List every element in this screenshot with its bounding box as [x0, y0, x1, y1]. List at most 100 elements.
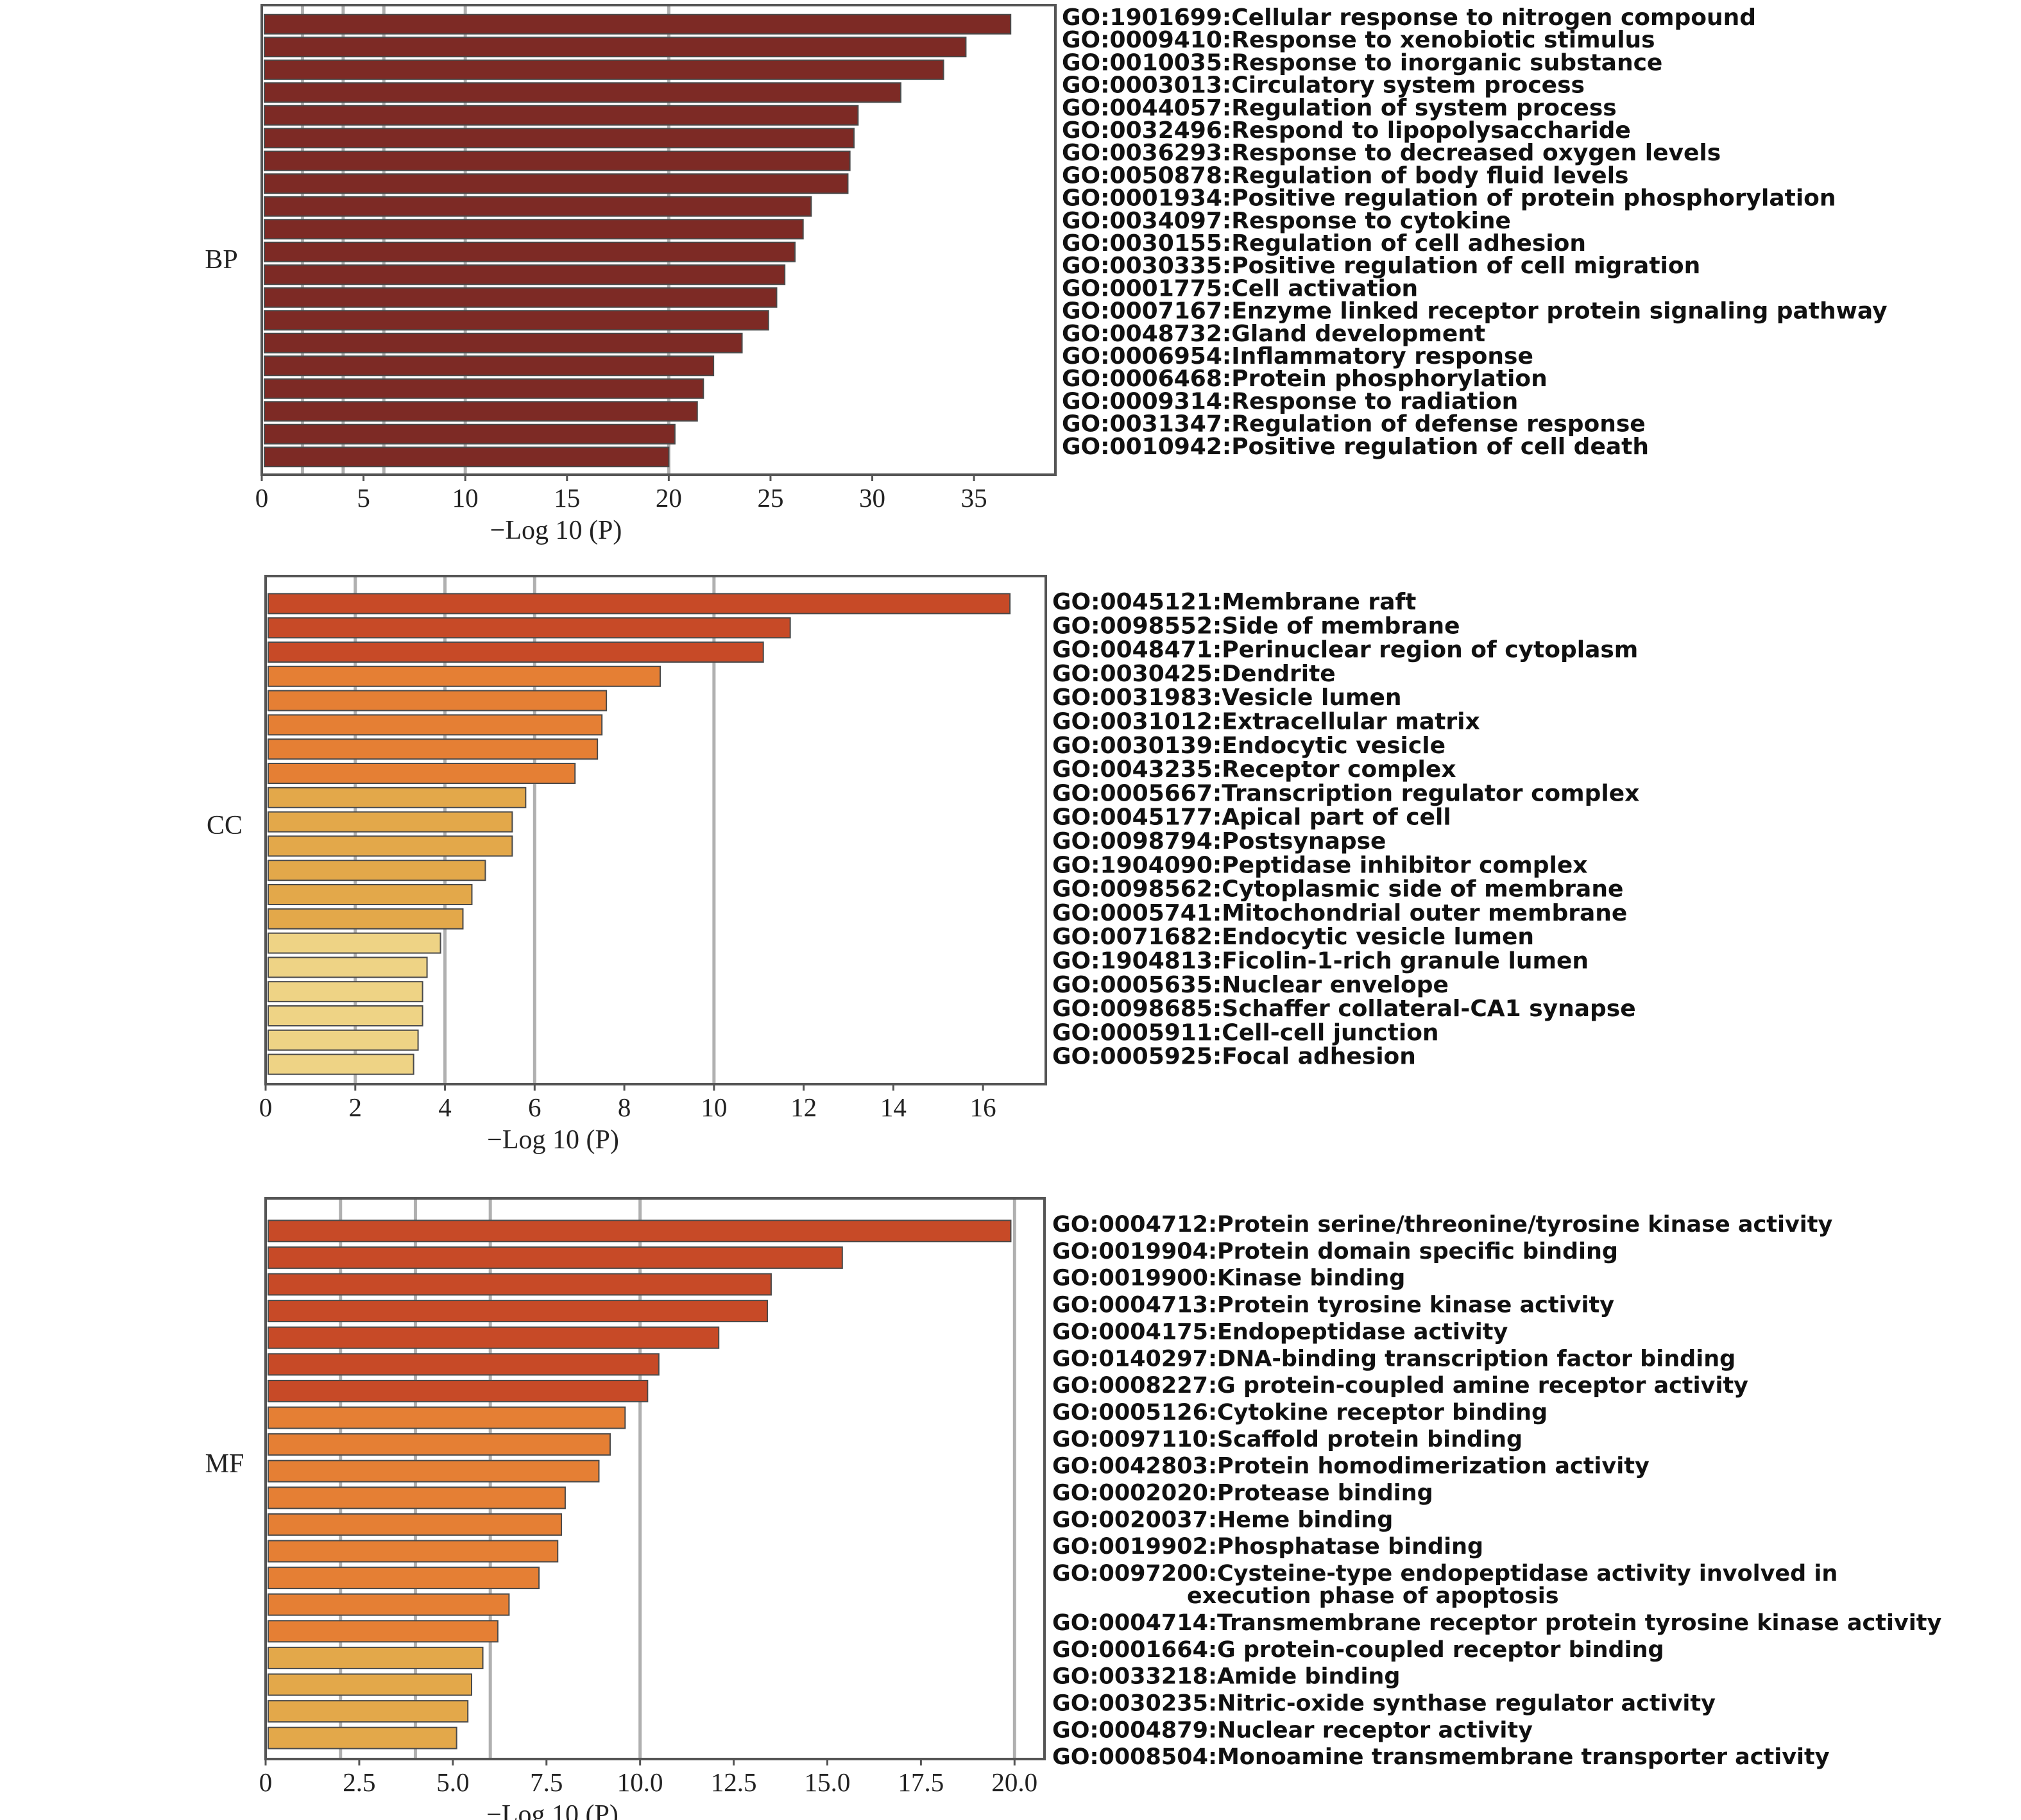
category-label: GO:0004712:Protein serine/threonine/tyro…	[1052, 1212, 1833, 1237]
category-label: GO:0002020:Protease binding	[1052, 1481, 1433, 1506]
bar-mf-7	[268, 1406, 626, 1429]
category-label: GO:0001775:Cell activation	[1062, 275, 1418, 302]
category-label: GO:0019904:Protein domain specific bindi…	[1052, 1239, 1618, 1264]
x-tick-label: 30	[859, 483, 885, 513]
category-label: GO:0031983:Vesicle lumen	[1052, 685, 1402, 711]
bar-mf-6	[268, 1379, 649, 1402]
x-tick-label: 2.5	[343, 1767, 375, 1797]
category-label: GO:0010035:Response to inorganic substan…	[1062, 49, 1662, 76]
bar-cc-15	[268, 957, 428, 978]
x-tick-label: 12.5	[711, 1767, 757, 1797]
bar-mf-10	[268, 1486, 566, 1510]
category-label: GO:0005925:Focal adhesion	[1052, 1044, 1416, 1070]
category-label: GO:0098794:Postsynapse	[1052, 828, 1386, 855]
bar-mf-16	[268, 1646, 484, 1669]
bar-cc-2	[268, 642, 764, 663]
panel-label: BP	[205, 245, 237, 275]
category-label: GO:0009410:Response to xenobiotic stimul…	[1062, 27, 1655, 53]
bar-bp-8	[264, 196, 812, 217]
category-label: GO:0030425:Dendrite	[1052, 661, 1336, 687]
bar-cc-8	[268, 787, 527, 808]
category-label: GO:1904090:Peptidase inhibitor complex	[1052, 852, 1587, 878]
bar-mf-12	[268, 1540, 559, 1563]
category-labels: GO:0004712:Protein serine/threonine/tyro…	[1052, 1212, 1941, 1770]
category-label: GO:0032496:Respond to lipopolysaccharide	[1062, 117, 1631, 144]
panel-mf: 0 2.5 5.0 7.5 10.0 12.5 15.0 17.5 20.0 −Log 10 (P…	[205, 1197, 1941, 1820]
category-label: GO:0019900:Kinase binding	[1052, 1266, 1405, 1291]
category-label: GO:0031347:Regulation of defense respons…	[1062, 411, 1646, 438]
bar-cc-6	[268, 738, 599, 760]
bar-mf-0	[268, 1220, 1012, 1243]
category-label: GO:0005911:Cell-cell junction	[1052, 1019, 1439, 1046]
bar-bp-19	[264, 446, 670, 468]
category-label: GO:0004175:Endopeptidase activity	[1052, 1319, 1508, 1345]
bar-cc-5	[268, 714, 603, 736]
plot-frame	[260, 4, 1057, 476]
category-label: GO:0098562:Cytoplasmic side of membrane	[1052, 876, 1623, 903]
category-label: GO:0030235:Nitric-oxide synthase regulat…	[1052, 1690, 1716, 1716]
panel-label: MF	[205, 1449, 244, 1479]
bar-bp-16	[264, 378, 704, 399]
x-tick-label: 10.0	[617, 1767, 663, 1797]
x-tick-label: 5	[357, 483, 370, 513]
category-label: GO:0045177:Apical part of cell	[1052, 804, 1451, 831]
category-label: GO:0098685:Schaffer collateral-CA1 synap…	[1052, 996, 1636, 1022]
bar-mf-11	[268, 1513, 563, 1536]
category-label: GO:1901699:Cellular response to nitrogen…	[1062, 4, 1756, 31]
x-tick-label: 5.0	[436, 1767, 469, 1797]
bar-mf-1	[268, 1246, 843, 1269]
category-label: GO:0006954:Inflammatory response	[1062, 343, 1533, 370]
bar-cc-0	[268, 593, 1011, 615]
category-labels: GO:0045121:Membrane raftGO:0098552:Side …	[1052, 589, 1639, 1070]
category-label: GO:0020037:Heme binding	[1052, 1507, 1393, 1533]
bar-bp-2	[264, 59, 944, 80]
x-tick-label: 2	[349, 1093, 362, 1122]
bar-mf-17	[268, 1673, 473, 1696]
bar-cc-13	[268, 908, 464, 930]
category-label: GO:0030139:Endocytic vesicle	[1052, 733, 1445, 759]
bar-cc-12	[268, 884, 473, 905]
category-label: GO:0042803:Protein homodimerization acti…	[1052, 1454, 1650, 1479]
category-label: GO:0036293:Response to decreased oxygen …	[1062, 140, 1721, 166]
category-label: GO:0005741:Mitochondrial outer membrane	[1052, 900, 1627, 926]
category-label: GO:0009314:Response to radiation	[1062, 388, 1518, 414]
x-tick-label: 4	[438, 1093, 452, 1122]
bar-mf-3	[268, 1300, 769, 1323]
category-label: GO:0048732:Gland development	[1062, 321, 1485, 347]
bar-bp-7	[264, 173, 849, 194]
category-label: GO:0034097:Response to cytokine	[1062, 208, 1511, 234]
category-label: GO:0019902:Phosphatase binding	[1052, 1534, 1483, 1560]
bar-bp-12	[264, 287, 778, 308]
x-tick-label: 15.0	[805, 1767, 851, 1797]
bar-bp-18	[264, 423, 676, 445]
panel-cc: 0 2 4 6 8 10 12 14 16 −Log 10 (P) CC GO:0045121:Mem…	[207, 575, 1639, 1155]
category-label: GO:0030335:Positive regulation of cell m…	[1062, 253, 1700, 279]
x-tick-label: 15	[554, 483, 580, 513]
category-label: GO:0001664:G protein-coupled receptor bi…	[1052, 1637, 1664, 1663]
x-axis-label: −Log 10 (P)	[486, 1800, 618, 1820]
x-tick-label: 0	[259, 1767, 273, 1797]
category-label: GO:0031012:Extracellular matrix	[1052, 709, 1480, 735]
bar-bp-13	[264, 310, 769, 331]
bar-bp-11	[264, 264, 786, 285]
category-label: GO:0004714:Transmembrane receptor protei…	[1052, 1610, 1941, 1636]
bar-cc-1	[268, 617, 791, 639]
category-label: GO:0097200:Cysteine-type endopeptidase a…	[1052, 1561, 1838, 1609]
category-labels: GO:1901699:Cellular response to nitrogen…	[1062, 4, 1888, 460]
bar-bp-17	[264, 401, 698, 422]
x-tick-label: 20	[656, 483, 682, 513]
bar-cc-14	[268, 932, 441, 954]
bar-mf-13	[268, 1567, 540, 1590]
bar-bp-1	[264, 37, 967, 58]
bar-bp-3	[264, 82, 901, 103]
bar-mf-15	[268, 1620, 499, 1643]
category-label: GO:0005667:Transcription regulator compl…	[1052, 780, 1639, 806]
x-tick-label: 12	[790, 1093, 817, 1122]
bar-bp-5	[264, 128, 855, 149]
category-label: GO:0005635:Nuclear envelope	[1052, 972, 1449, 998]
bar-mf-2	[268, 1273, 772, 1296]
bar-mf-18	[268, 1700, 469, 1723]
bar-mf-9	[268, 1459, 600, 1483]
bar-cc-16	[268, 981, 423, 1003]
x-axis-label: −Log 10 (P)	[487, 1125, 619, 1155]
